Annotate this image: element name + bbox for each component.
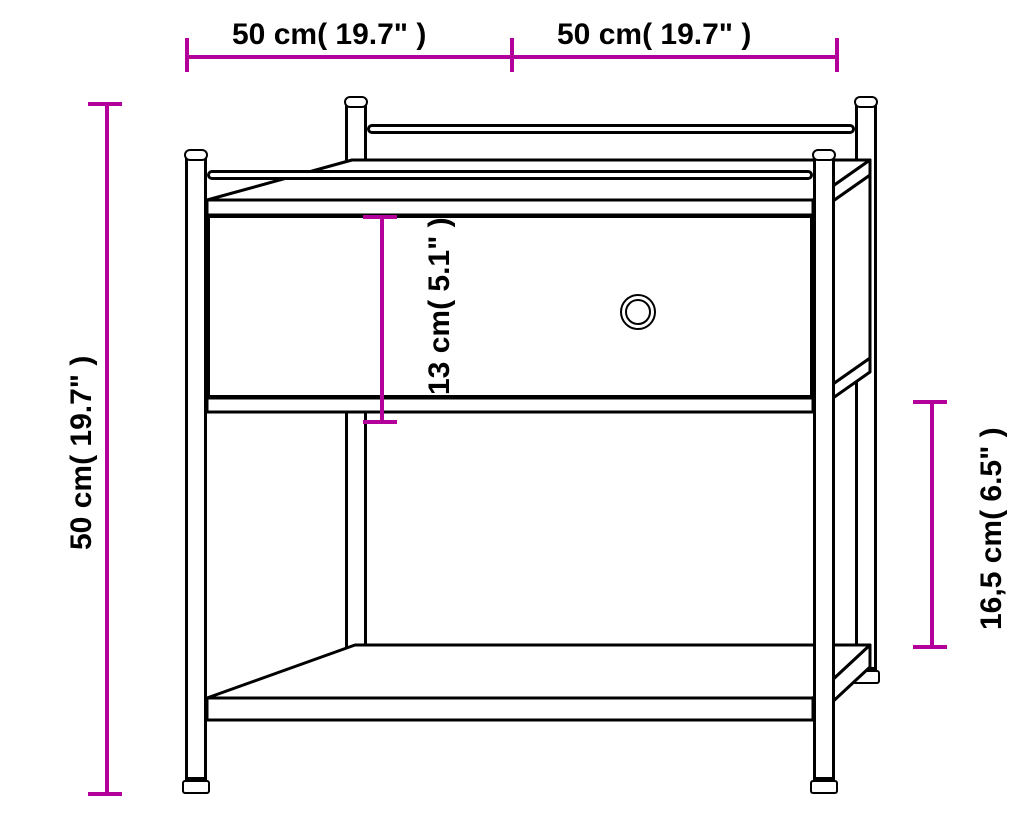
dim-top-tick-2	[835, 38, 839, 72]
top-rail-back	[367, 124, 855, 134]
mid-panel-front	[207, 398, 813, 412]
leg-cap-bl	[344, 96, 368, 108]
leg-cap-fr	[812, 149, 836, 161]
bottom-shelf-top	[207, 645, 870, 698]
leg-foot-fr	[810, 780, 838, 794]
dim-left-tick-0	[88, 102, 122, 106]
dim-right-tick-0	[913, 400, 947, 404]
bottom-shelf-front	[207, 698, 813, 720]
leg-fl	[185, 155, 207, 780]
dim-drawer-line	[380, 215, 384, 420]
dim-drawer-tick-1	[363, 420, 397, 424]
dim-left-tick-1	[88, 792, 122, 796]
dim-top-tick-1	[510, 38, 514, 72]
dim-right-tick-1	[913, 645, 947, 649]
dim-right-label: 16,5 cm( 6.5" )	[975, 427, 1009, 630]
dim-top-label-right: 50 cm( 19.7" )	[557, 18, 751, 52]
dim-left-line	[105, 102, 109, 792]
drawer-front	[207, 215, 813, 398]
dim-top-label-left: 50 cm( 19.7" )	[232, 18, 426, 52]
leg-fr	[813, 155, 835, 780]
top-panel-front	[207, 200, 813, 215]
dim-left-label: 50 cm( 19.7" )	[65, 356, 99, 550]
dim-drawer-tick-0	[363, 215, 397, 219]
leg-cap-fl	[184, 149, 208, 161]
dim-drawer-label: 13 cm( 5.1" )	[423, 217, 457, 395]
dimension-diagram: 50 cm( 19.7" ) 50 cm( 19.7" ) 50 cm( 19.7"…	[0, 0, 1020, 836]
top-rail-front	[207, 170, 813, 180]
leg-foot-fl	[182, 780, 210, 794]
top-panel-top	[207, 160, 870, 200]
dim-top-tick-0	[185, 38, 189, 72]
drawer-knob	[625, 299, 651, 325]
dim-right-line	[930, 400, 934, 645]
leg-cap-br	[854, 96, 878, 108]
